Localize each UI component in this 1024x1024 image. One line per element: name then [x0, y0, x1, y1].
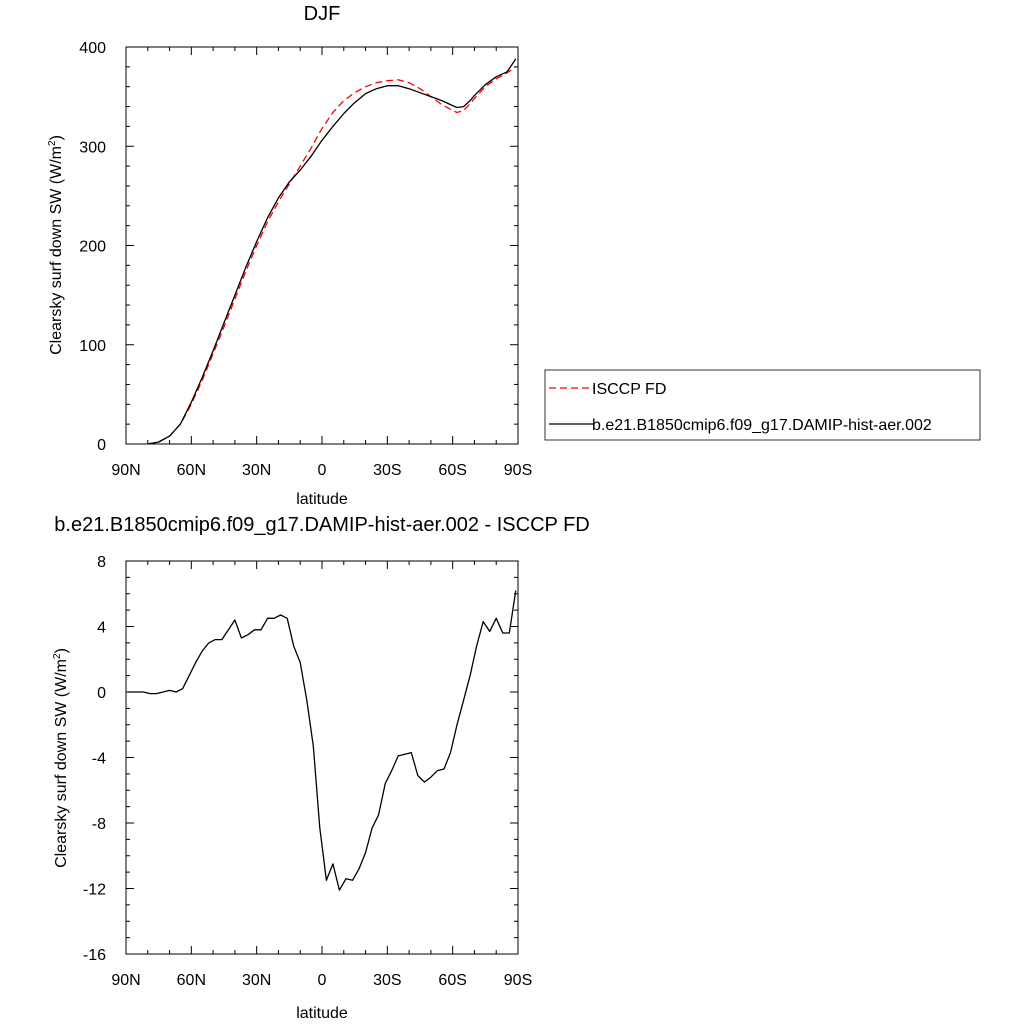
- top-x-tick-label: 60S: [438, 462, 466, 479]
- bottom-y-axis-label-sup: 2: [52, 653, 63, 659]
- legend-label-isccp: ISCCP FD: [592, 381, 666, 398]
- bottom-y-tick-label: 4: [97, 620, 106, 637]
- top-panel: DJF 0 100 200 300 400 90N 60N 30N 0 30S 60S 90S lat…: [47, 3, 981, 508]
- bottom-x-tick-label: 90N: [111, 972, 140, 989]
- top-y-tick-label: 200: [79, 239, 106, 256]
- bottom-plot-area: -16 -12 -8 -4 0 4 8 90N 60N 30N 0 30S 60S 90S: [83, 554, 532, 989]
- bottom-y-tick-label: 8: [97, 554, 106, 571]
- bottom-chart-title: b.e21.B1850cmip6.f09_g17.DAMIP-hist-aer.…: [54, 514, 589, 536]
- top-y-tick-label: 300: [79, 139, 106, 156]
- isccp-fd-series-line: [147, 66, 517, 445]
- bottom-y-tick-label: -16: [83, 947, 106, 964]
- top-y-axis-label-sup: 2: [47, 140, 58, 146]
- top-x-tick-label: 0: [318, 462, 327, 479]
- difference-series-line: [128, 590, 517, 891]
- top-y-axis-label-close: ): [48, 135, 65, 140]
- top-plot-area: 0 100 200 300 400 90N 60N 30N 0 30S 60S 90S: [79, 40, 532, 479]
- bottom-y-axis-label: Clearsky surf down SW (W/m2): [52, 648, 70, 868]
- top-y-axis-label-main: Clearsky surf down SW (W/m: [48, 146, 65, 355]
- bottom-x-tick-label: 90S: [504, 972, 532, 989]
- top-x-tick-label: 90N: [111, 462, 140, 479]
- bottom-panel: b.e21.B1850cmip6.f09_g17.DAMIP-hist-aer.…: [52, 514, 590, 1022]
- top-x-axis-label: latitude: [296, 491, 348, 508]
- bottom-y-axis-label-close: ): [53, 648, 70, 653]
- bottom-x-axis-label: latitude: [296, 1005, 348, 1022]
- bottom-x-tick-label: 30S: [373, 972, 401, 989]
- top-y-tick-label: 400: [79, 40, 106, 57]
- bottom-y-tick-label: 0: [97, 685, 106, 702]
- top-y-axis-label: Clearsky surf down SW (W/m2): [47, 135, 65, 355]
- top-chart-title: DJF: [304, 3, 341, 25]
- top-x-tick-label: 30N: [242, 462, 271, 479]
- top-y-tick-label: 0: [97, 437, 106, 454]
- bottom-y-tick-label: -8: [92, 816, 106, 833]
- bottom-y-tick-label: -12: [83, 882, 106, 899]
- model-series-line: [147, 58, 517, 445]
- bottom-x-tick-label: 0: [318, 972, 327, 989]
- bottom-x-tick-label: 60S: [438, 972, 466, 989]
- legend-box: [544, 369, 981, 441]
- top-x-tick-label: 90S: [504, 462, 532, 479]
- top-x-tick-label: 30S: [373, 462, 401, 479]
- bottom-y-tick-label: -4: [92, 751, 106, 768]
- legend: ISCCP FD b.e21.B1850cmip6.f09_g17.DAMIP-…: [544, 369, 981, 441]
- top-y-tick-label: 100: [79, 338, 106, 355]
- bottom-x-tick-label: 30N: [242, 972, 271, 989]
- legend-label-model: b.e21.B1850cmip6.f09_g17.DAMIP-hist-aer.…: [592, 417, 932, 434]
- bottom-y-axis-label-main: Clearsky surf down SW (W/m: [53, 659, 70, 868]
- bottom-plot-frame: [125, 560, 519, 955]
- top-x-tick-label: 60N: [177, 462, 206, 479]
- bottom-x-tick-label: 60N: [177, 972, 206, 989]
